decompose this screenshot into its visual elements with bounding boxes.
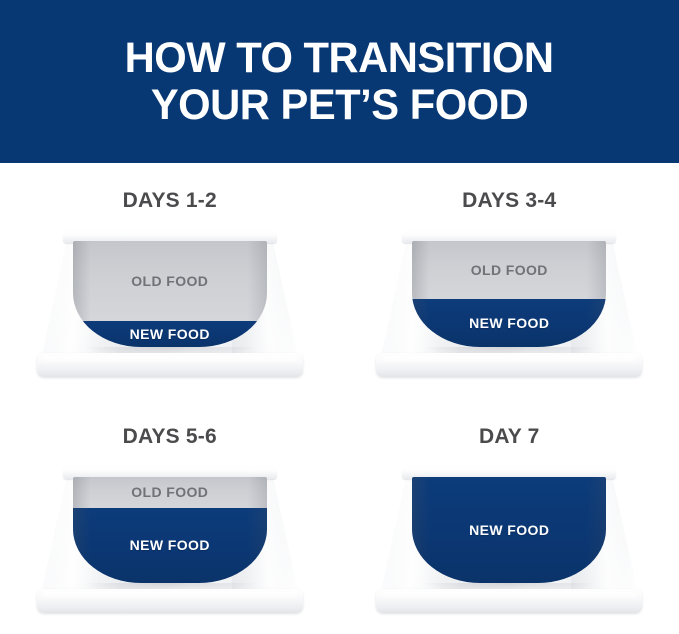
stage-title: DAY 7 [478, 424, 540, 448]
new-food-label: NEW FOOD [129, 325, 210, 342]
header-title-line-2: YOUR PET’S FOOD [150, 80, 529, 129]
old-food-layer: OLD FOOD [412, 241, 607, 300]
stage-card-days-3-4: DAYS 3-4 OLD FOOD NEW FOOD [340, 163, 679, 399]
bowl-cavity: OLD FOOD NEW FOOD [72, 241, 267, 347]
new-food-layer: NEW FOOD [72, 508, 267, 583]
bowl-base [376, 588, 643, 613]
bowl-base [36, 588, 303, 613]
food-stack: NEW FOOD [412, 476, 607, 583]
food-bowl: NEW FOOD [376, 461, 643, 613]
old-food-layer: OLD FOOD [72, 241, 267, 321]
new-food-layer: NEW FOOD [72, 320, 267, 347]
bowl-rim [402, 228, 617, 243]
old-food-label: OLD FOOD [131, 484, 209, 501]
stage-card-days-1-2: DAYS 1-2 OLD FOOD NEW FOOD [0, 163, 340, 399]
new-food-layer: NEW FOOD [412, 476, 607, 583]
food-stack: OLD FOOD NEW FOOD [72, 476, 267, 583]
bowl-cavity: OLD FOOD NEW FOOD [412, 241, 607, 347]
bowl-base [36, 353, 303, 377]
food-bowl: OLD FOOD NEW FOOD [36, 225, 303, 377]
food-bowl: OLD FOOD NEW FOOD [376, 225, 643, 377]
stage-title: DAYS 1-2 [122, 189, 217, 212]
bowl-cavity: OLD FOOD NEW FOOD [72, 476, 267, 583]
bowl-base [376, 353, 643, 377]
food-bowl: OLD FOOD NEW FOOD [36, 461, 303, 613]
old-food-label: OLD FOOD [470, 262, 548, 279]
new-food-layer: NEW FOOD [412, 299, 607, 347]
header-banner: HOW TO TRANSITION YOUR PET’S FOOD [0, 0, 679, 163]
new-food-label: NEW FOOD [469, 521, 550, 538]
stage-card-day-7: DAY 7 NEW FOOD [340, 399, 679, 634]
stage-card-days-5-6: DAYS 5-6 OLD FOOD NEW FOOD [0, 399, 340, 634]
stage-title: DAYS 3-4 [462, 189, 557, 212]
new-food-label: NEW FOOD [129, 537, 210, 554]
bowl-rim [62, 463, 277, 479]
old-food-label: OLD FOOD [131, 272, 209, 289]
stage-title: DAYS 5-6 [122, 424, 217, 448]
bowl-rim [402, 463, 617, 479]
bowl-rim [62, 228, 277, 243]
new-food-label: NEW FOOD [469, 315, 550, 332]
header-title-line-1: HOW TO TRANSITION [125, 33, 554, 82]
food-stack: OLD FOOD NEW FOOD [412, 241, 607, 347]
bowl-cavity: NEW FOOD [412, 476, 607, 583]
old-food-layer: OLD FOOD [72, 476, 267, 509]
stages-grid: DAYS 1-2 OLD FOOD NEW FOOD [0, 163, 679, 634]
food-stack: OLD FOOD NEW FOOD [72, 241, 267, 347]
